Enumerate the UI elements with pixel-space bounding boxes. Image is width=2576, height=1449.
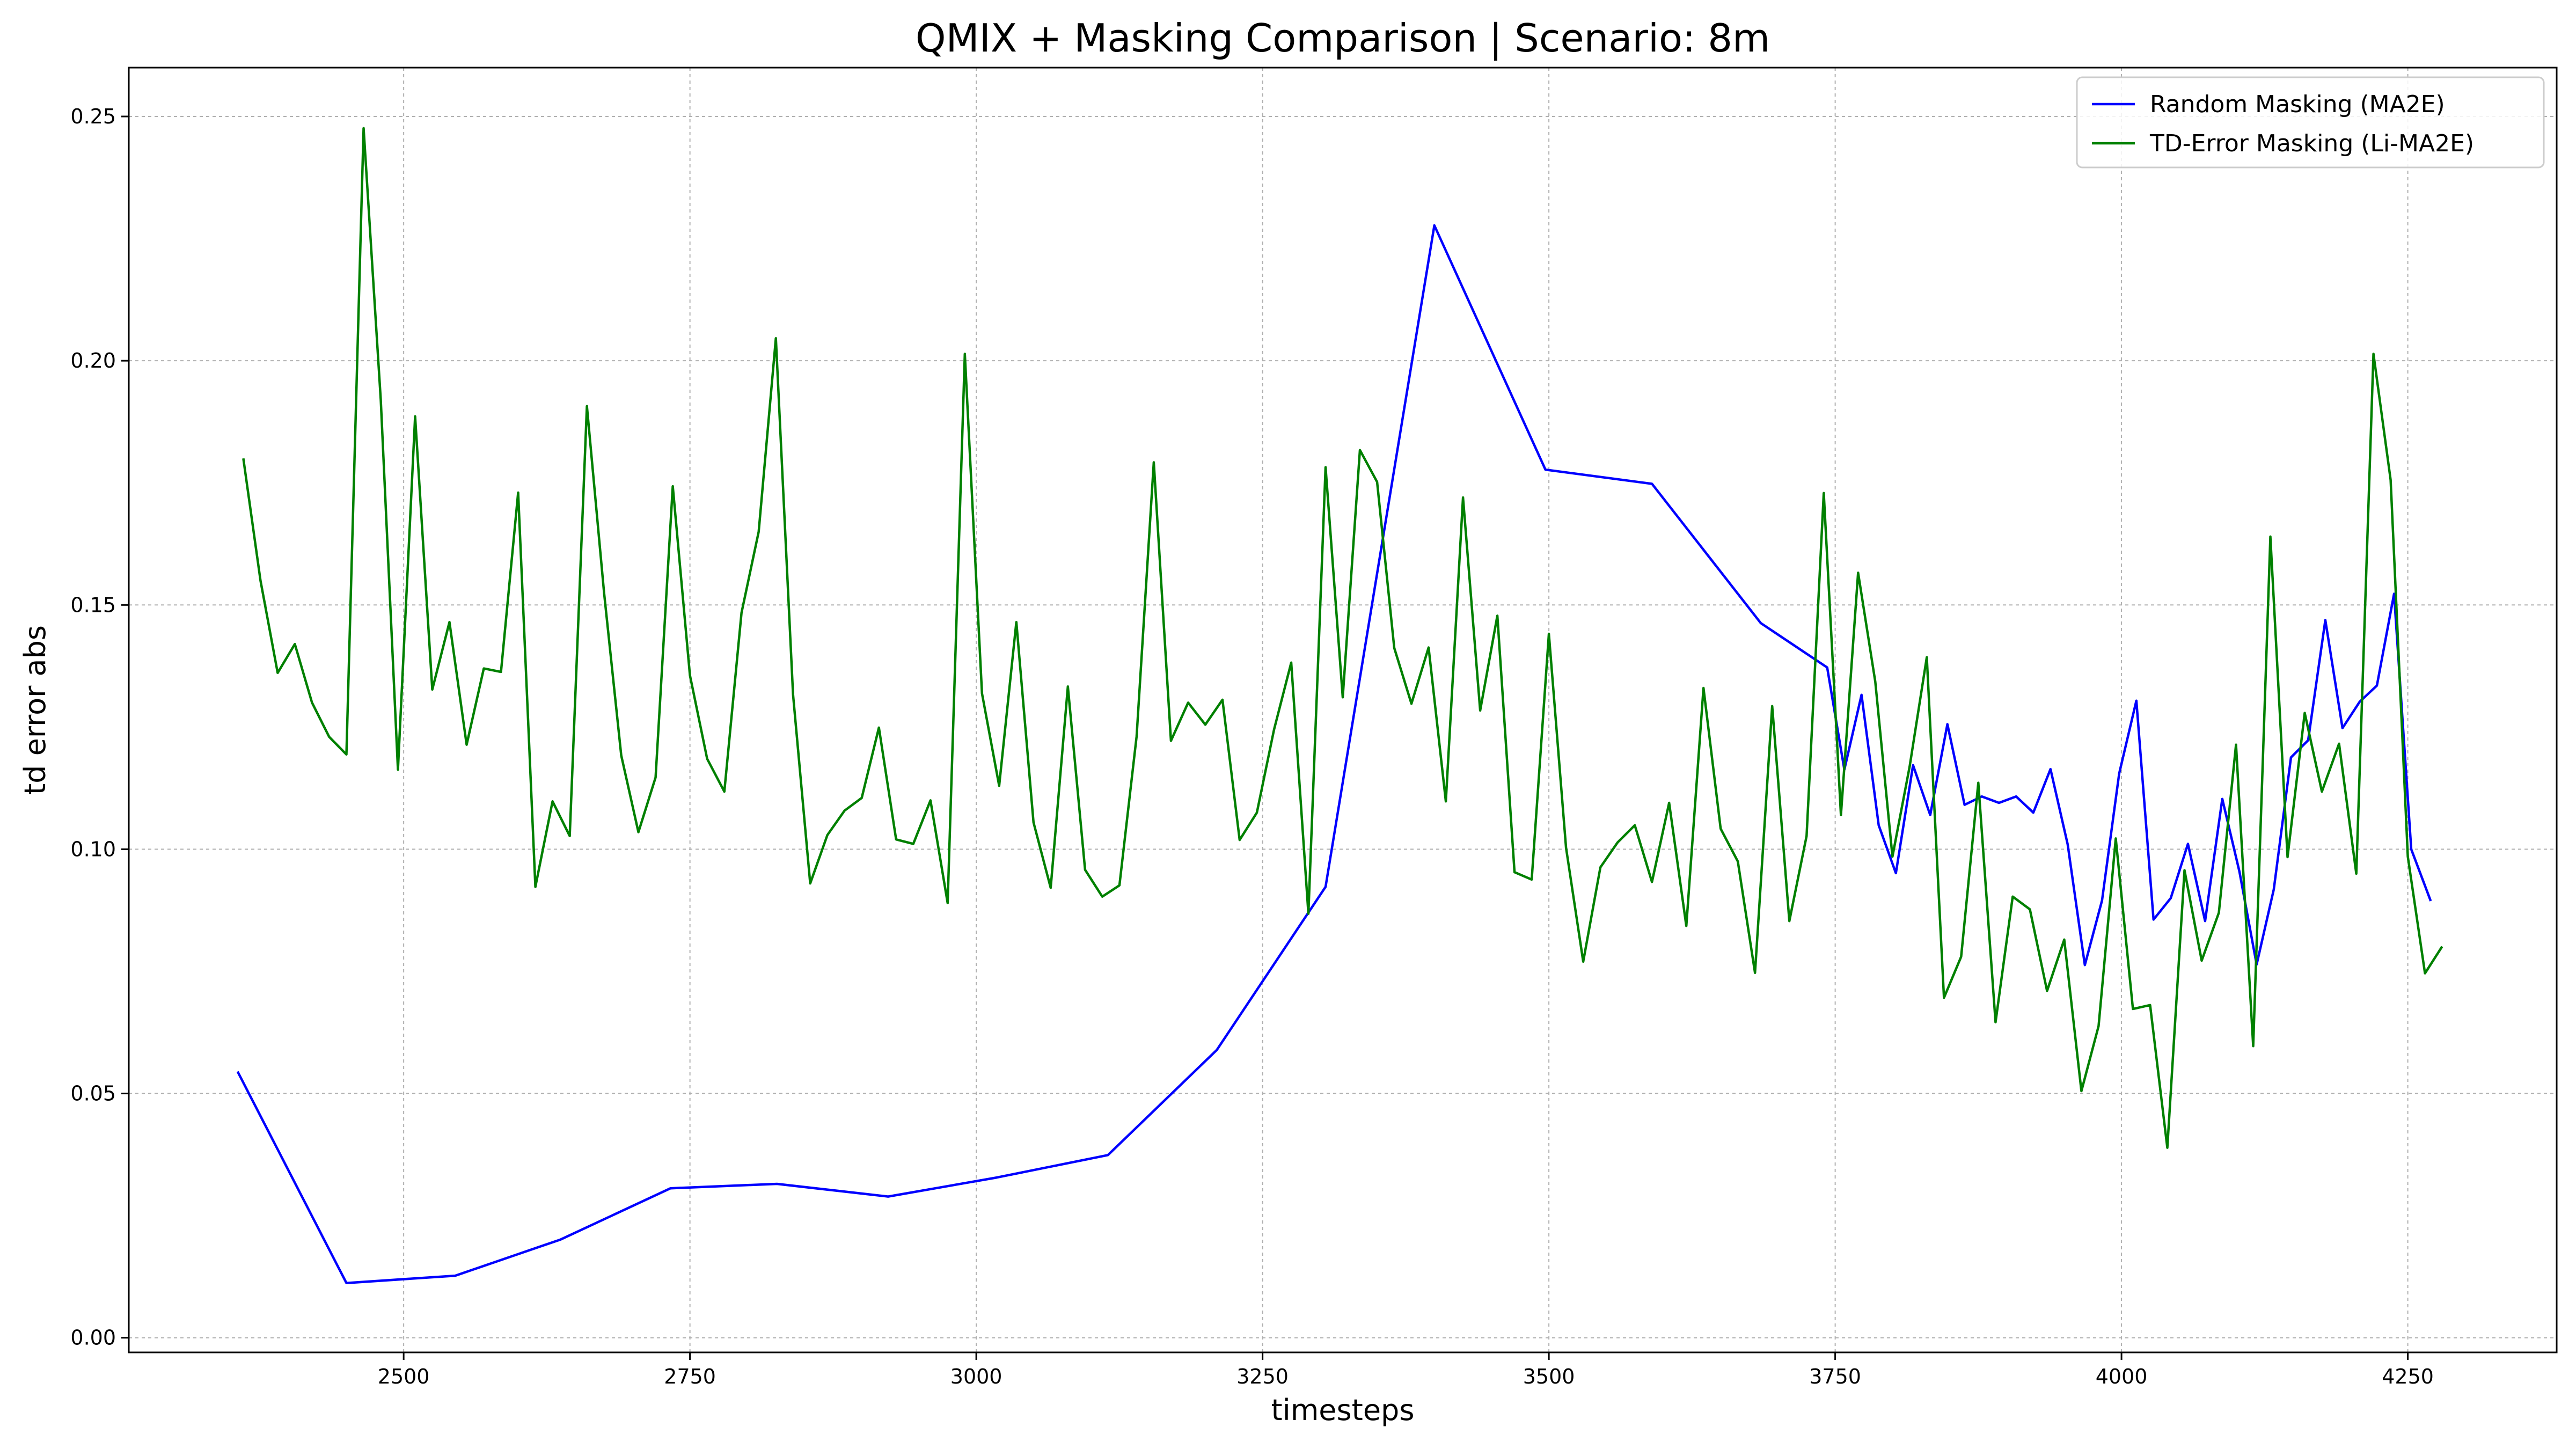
series-layer (236, 127, 2443, 1284)
legend-label: Random Masking (MA2E) (2150, 91, 2445, 118)
x-tick-label: 3250 (1236, 1365, 1289, 1388)
x-tick-label: 2500 (378, 1365, 430, 1388)
y-tick-label: 0.00 (70, 1326, 116, 1350)
x-tick-label: 3500 (1523, 1365, 1575, 1388)
series-line-td-error-masking-li-ma2e (242, 127, 2443, 1149)
x-tick-label: 4250 (2382, 1365, 2434, 1388)
x-axis: 2500 2750 3000 3250 3500 3750 4000 4250 (378, 1352, 2434, 1388)
y-tick-label: 0.25 (70, 105, 116, 128)
x-tick-label: 2750 (664, 1365, 716, 1388)
plot-area-frame (128, 67, 2558, 1353)
x-tick-label: 3000 (950, 1365, 1002, 1388)
legend-label: TD-Error Masking (Li-MA2E) (2149, 130, 2474, 157)
y-tick-label: 0.05 (70, 1082, 116, 1106)
grid-layer (129, 68, 2557, 1352)
legend-box (2076, 76, 2545, 169)
x-tick-label: 4000 (2096, 1365, 2148, 1388)
x-axis-label: timesteps (1271, 1393, 1415, 1427)
y-tick-label: 0.15 (70, 593, 116, 617)
y-tick-label: 0.20 (70, 349, 116, 372)
x-tick-label: 3750 (1809, 1365, 1861, 1388)
legend: Random Masking (MA2E) TD-Error Masking (L… (2076, 76, 2545, 169)
y-axis: 0.00 0.05 0.10 0.15 0.20 0.25 (70, 105, 129, 1350)
chart-title: QMIX + Masking Comparison | Scenario: 8m (916, 16, 1770, 61)
y-axis-label: td error abs (18, 625, 52, 795)
y-tick-label: 0.10 (70, 837, 116, 861)
